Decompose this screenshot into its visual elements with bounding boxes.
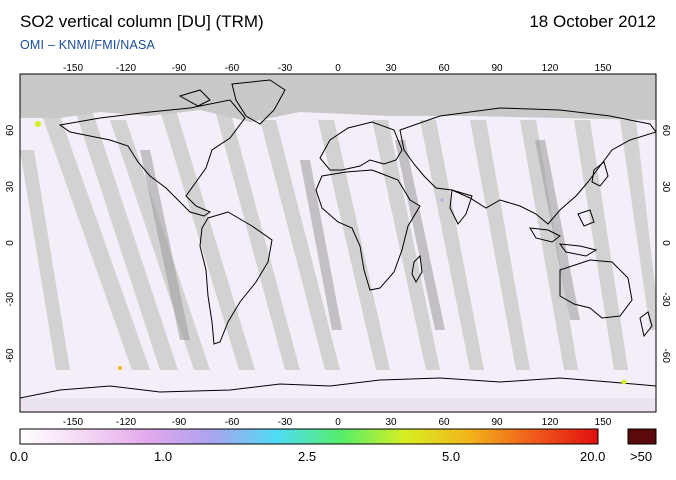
- lat-tick-left-2: 0: [5, 240, 16, 246]
- japan-outline: [591, 161, 609, 187]
- north-america-outline: [58, 99, 246, 217]
- lat-tick-left-4: -60: [5, 348, 16, 363]
- map-title: SO2 vertical column [DU] (TRM): [20, 12, 264, 31]
- lat-tick-right-4: -60: [660, 348, 671, 363]
- lat-tick-right-1: 30: [660, 181, 671, 193]
- lon-tick-bottom-7: 60: [438, 417, 450, 428]
- lon-tick-bottom-6: 30: [385, 417, 397, 428]
- lat-tick-left-3: -30: [5, 292, 16, 307]
- europe-africa-outline: [315, 121, 421, 291]
- lon-tick-top-0: -150: [63, 63, 83, 74]
- asia-outline: [399, 107, 656, 225]
- lon-tick-bottom-10: 150: [595, 417, 612, 428]
- antarctica-outline: [20, 377, 656, 399]
- lon-tick-top-5: 0: [335, 63, 341, 74]
- south-america-outline: [199, 211, 273, 345]
- lon-tick-top-6: 30: [385, 63, 397, 74]
- lon-tick-top-2: -90: [172, 63, 187, 74]
- lon-tick-bottom-2: -90: [172, 417, 187, 428]
- map-frame: [19, 73, 657, 413]
- lon-tick-bottom-4: -30: [278, 417, 293, 428]
- lon-tick-top-1: -120: [116, 63, 136, 74]
- lon-tick-top-10: 150: [595, 63, 612, 74]
- north-polar-no-data: [20, 74, 656, 122]
- colorbar: [19, 428, 657, 445]
- lon-tick-bottom-1: -120: [116, 417, 136, 428]
- southeast-asia-islands-outline: [529, 209, 598, 257]
- map-date: 18 October 2012: [529, 12, 656, 31]
- lon-tick-top-3: -60: [225, 63, 240, 74]
- colorbar-ramp: [19, 428, 599, 445]
- colorbar-label-3: 5.0: [442, 449, 461, 464]
- lat-tick-right-3: -30: [660, 292, 671, 307]
- india-outline: [449, 189, 473, 225]
- longitude-ticks-top: -150 -120 -90 -60 -30 0 30 60 90 120 150: [63, 63, 612, 74]
- lon-tick-top-7: 60: [438, 63, 450, 74]
- lat-tick-left-1: 30: [5, 181, 16, 193]
- swath-gaps-dark: [140, 140, 580, 340]
- map-credit: OMI – KNMI/FMI/NASA: [20, 38, 156, 52]
- latitude-ticks-right: 60 30 0 -30 -60: [660, 125, 671, 364]
- longitude-ticks-bottom: -150 -120 -90 -60 -30 0 30 60 90 120 150: [63, 417, 612, 428]
- lon-tick-top-9: 120: [542, 63, 559, 74]
- colorbar-label-0: 0.0: [10, 449, 29, 464]
- lon-tick-bottom-9: 120: [542, 417, 559, 428]
- colorbar-label-4: 20.0: [580, 449, 606, 464]
- coastlines: [20, 79, 656, 399]
- lon-tick-bottom-3: -60: [225, 417, 240, 428]
- lat-tick-right-2: 0: [660, 240, 671, 246]
- greenland-outline: [231, 79, 286, 125]
- colorbar-label-2: 2.5: [298, 449, 317, 464]
- lon-tick-top-8: 90: [491, 63, 503, 74]
- lon-tick-top-4: -30: [278, 63, 293, 74]
- map-panel: [19, 73, 657, 413]
- south-polar-region: [20, 398, 656, 412]
- colorbar-label-1: 1.0: [154, 449, 173, 464]
- lon-tick-bottom-5: 0: [335, 417, 341, 428]
- australia-outline: [559, 259, 633, 319]
- madagascar-outline: [411, 254, 423, 284]
- lat-tick-right-0: 60: [660, 125, 671, 137]
- latitude-ticks-left: 60 30 0 -30 -60: [5, 124, 16, 363]
- new-zealand-outline: [639, 311, 653, 338]
- colorbar-overflow-swatch: [627, 428, 657, 445]
- lon-tick-bottom-0: -150: [63, 417, 83, 428]
- colorbar-overflow-label: >50: [630, 449, 653, 464]
- lon-tick-bottom-8: 90: [491, 417, 503, 428]
- greenland-ice-outline: [178, 89, 211, 107]
- lat-tick-left-0: 60: [5, 124, 16, 136]
- so2-hotspots: [35, 121, 627, 385]
